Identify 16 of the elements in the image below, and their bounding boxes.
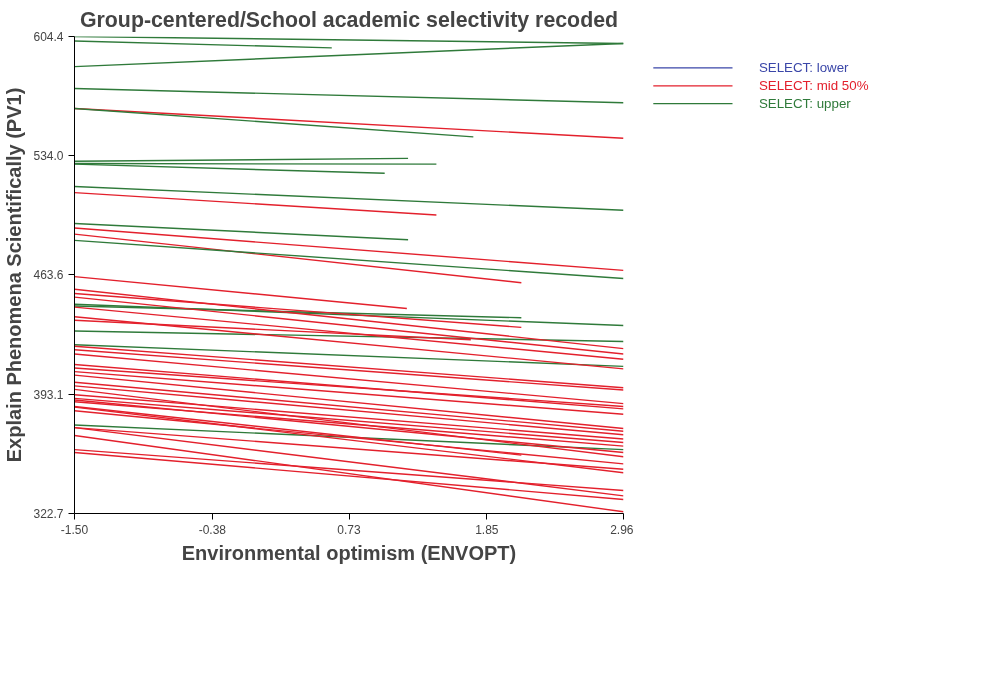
text: SELECT: mid 50%: [758, 78, 869, 94]
legend-label: SELECT: lower: [758, 60, 850, 76]
chart-title: Group-centered/School academic selectivity recoded: [79, 7, 619, 32]
y-axis-title: Explain Phenomena Scientifically (PV1): [3, 87, 26, 463]
text: SELECT: upper: [758, 96, 852, 112]
x-tick-label: -1.50: [60, 522, 89, 537]
x-tick-label: -0.38: [198, 522, 227, 537]
y-tick-label: 393.1: [33, 387, 64, 402]
x-axis-title: Environmental optimism (ENVOPT): [181, 541, 517, 564]
y-tick-label: 604.4: [33, 30, 64, 44]
y-tick-label: 463.6: [33, 268, 64, 283]
y-tick-label: 322.7: [33, 507, 64, 521]
x-tick-label: 0.73: [337, 522, 361, 537]
x-tick-label: 1.85: [475, 522, 499, 537]
x-tick-label: 2.96: [610, 522, 634, 537]
y-tick-label: 534.0: [33, 149, 64, 164]
